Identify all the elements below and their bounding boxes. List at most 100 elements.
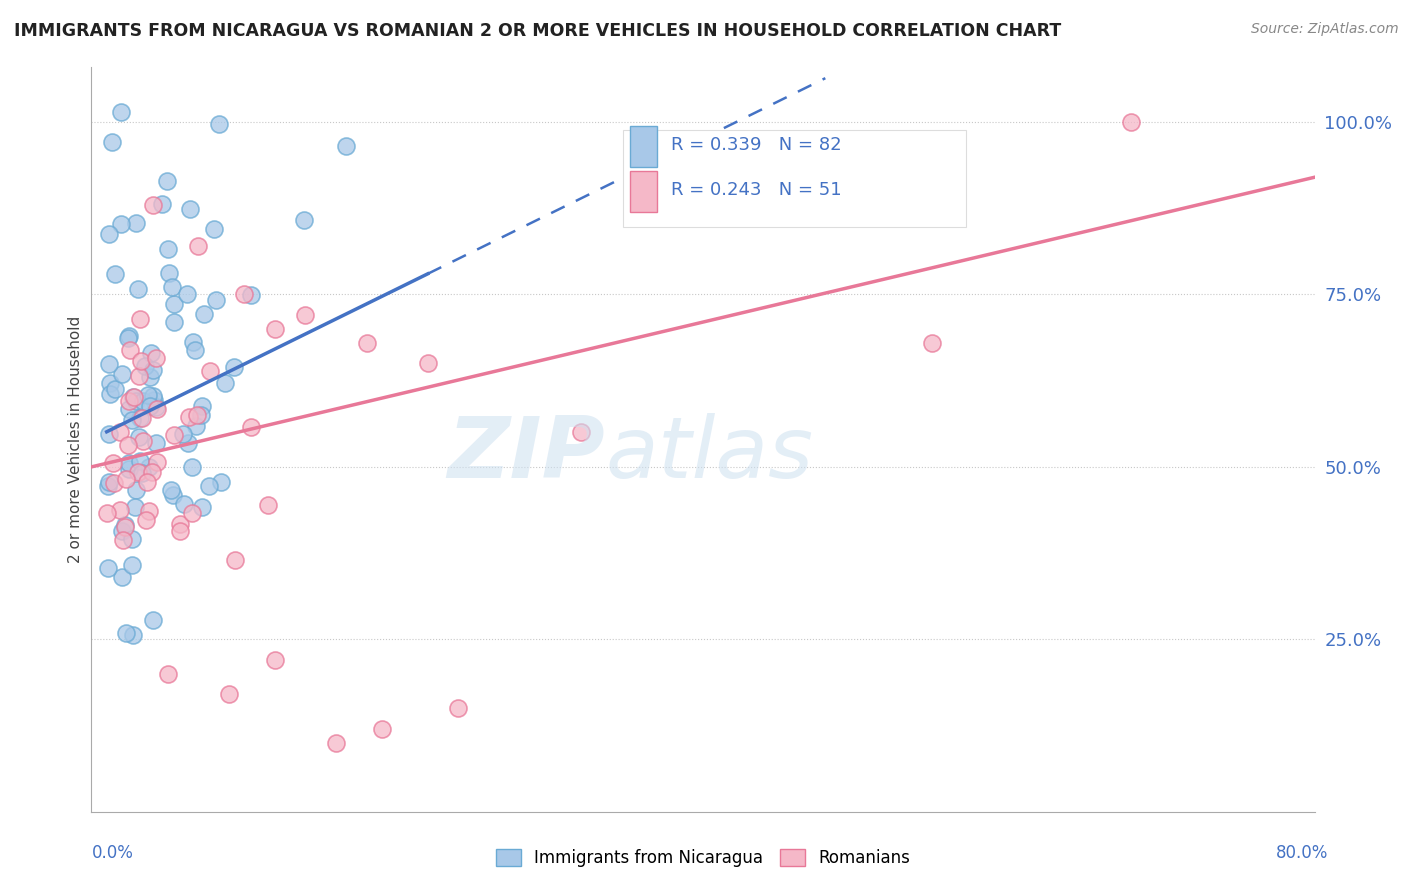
Point — [118, 456, 141, 470]
Point — [139, 399, 162, 413]
Point — [101, 456, 124, 470]
Text: ZIP: ZIP — [447, 413, 605, 496]
Point — [257, 498, 280, 512]
Point — [186, 419, 208, 434]
FancyBboxPatch shape — [630, 171, 657, 212]
Point — [110, 105, 132, 120]
Point — [145, 351, 167, 365]
Point — [179, 202, 201, 216]
Point — [136, 475, 159, 489]
Point — [127, 282, 149, 296]
Point — [447, 701, 470, 715]
Point — [181, 334, 204, 349]
Point — [121, 558, 143, 572]
Point — [264, 322, 287, 336]
Point — [209, 475, 232, 490]
Point — [177, 410, 200, 425]
Point — [131, 411, 153, 425]
Point — [132, 434, 155, 448]
Point — [191, 399, 214, 413]
Point — [187, 239, 209, 253]
Point — [108, 425, 131, 440]
Point — [110, 502, 132, 516]
Point — [145, 455, 167, 469]
Legend: Immigrants from Nicaragua, Romanians: Immigrants from Nicaragua, Romanians — [489, 843, 917, 874]
Point — [163, 315, 186, 329]
Point — [157, 266, 180, 280]
Point — [128, 369, 150, 384]
Point — [129, 410, 152, 425]
Point — [97, 560, 120, 574]
Point — [97, 426, 120, 441]
Point — [294, 308, 316, 322]
Point — [222, 359, 245, 374]
Point — [129, 312, 152, 326]
Point — [569, 425, 592, 440]
Point — [240, 288, 263, 302]
Point — [177, 436, 200, 450]
Text: IMMIGRANTS FROM NICARAGUA VS ROMANIAN 2 OR MORE VEHICLES IN HOUSEHOLD CORRELATIO: IMMIGRANTS FROM NICARAGUA VS ROMANIAN 2 … — [14, 22, 1062, 40]
Point — [127, 465, 149, 479]
Point — [117, 438, 139, 452]
Point — [145, 435, 167, 450]
Point — [160, 279, 183, 293]
Text: Source: ZipAtlas.com: Source: ZipAtlas.com — [1251, 22, 1399, 37]
Point — [239, 420, 262, 434]
Point — [214, 376, 236, 390]
Point — [138, 459, 160, 474]
Point — [163, 427, 186, 442]
Point — [104, 267, 127, 281]
Point — [141, 465, 163, 479]
Point — [184, 343, 207, 357]
Point — [121, 413, 143, 427]
Point — [145, 400, 167, 414]
Point — [325, 736, 347, 750]
Point — [173, 497, 195, 511]
Point — [163, 296, 186, 310]
Point — [110, 217, 132, 231]
Point — [122, 628, 145, 642]
Point — [142, 363, 165, 377]
Point — [142, 613, 165, 627]
Point — [115, 472, 138, 486]
Point — [111, 367, 134, 381]
Point — [921, 335, 943, 350]
Point — [156, 242, 179, 256]
Point — [134, 359, 156, 373]
Point — [162, 488, 184, 502]
Point — [97, 475, 120, 489]
Point — [129, 354, 152, 368]
Point — [193, 307, 215, 321]
Text: R = 0.339   N = 82: R = 0.339 N = 82 — [671, 136, 842, 154]
Point — [131, 394, 153, 409]
Point — [111, 524, 134, 538]
Point — [200, 363, 222, 377]
Text: R = 0.243   N = 51: R = 0.243 N = 51 — [671, 181, 842, 199]
Point — [115, 626, 138, 640]
Point — [416, 356, 439, 370]
Point — [1121, 115, 1143, 129]
Point — [128, 430, 150, 444]
Point — [125, 215, 148, 229]
Point — [104, 383, 127, 397]
FancyBboxPatch shape — [623, 130, 966, 227]
Point — [98, 387, 121, 401]
Point — [186, 409, 208, 423]
Point — [118, 394, 141, 409]
Point — [233, 287, 256, 301]
Point — [335, 138, 357, 153]
FancyBboxPatch shape — [630, 127, 657, 168]
Text: atlas: atlas — [605, 413, 813, 496]
Point — [208, 117, 231, 131]
Point — [98, 376, 121, 390]
Point — [176, 287, 198, 301]
Point — [118, 343, 141, 357]
Point — [204, 293, 226, 307]
Point — [111, 533, 134, 548]
Point — [181, 506, 204, 520]
Point — [156, 666, 179, 681]
Point — [128, 454, 150, 468]
Y-axis label: 2 or more Vehicles in Household: 2 or more Vehicles in Household — [67, 316, 83, 563]
Point — [136, 388, 159, 402]
Point — [204, 221, 226, 235]
